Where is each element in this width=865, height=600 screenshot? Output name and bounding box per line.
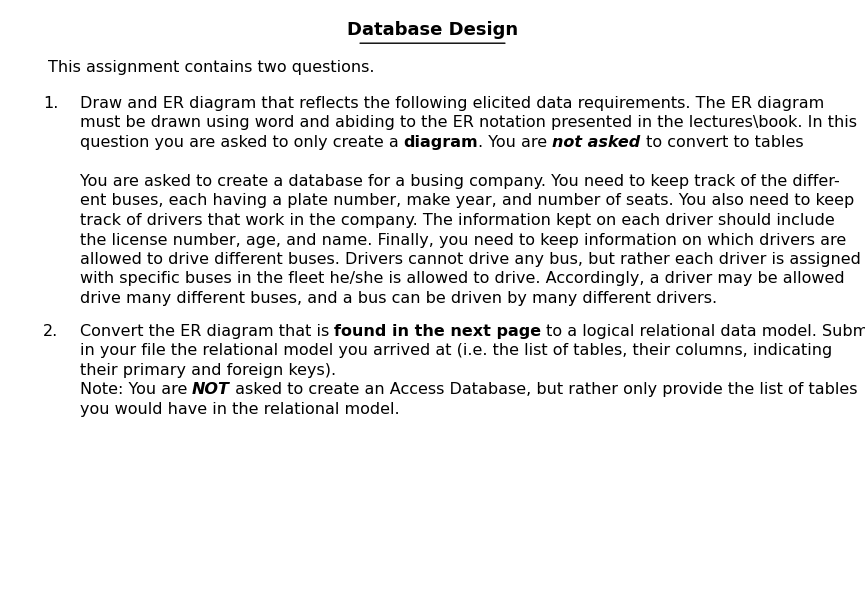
Text: allowed to drive different buses. Drivers cannot drive any bus, but rather each : allowed to drive different buses. Driver… xyxy=(80,252,861,267)
Text: must be drawn using word and abiding to the ER notation presented in the lecture: must be drawn using word and abiding to … xyxy=(80,115,856,130)
Text: 2.: 2. xyxy=(43,324,59,338)
Text: diagram: diagram xyxy=(403,135,478,150)
Text: found in the next page: found in the next page xyxy=(334,324,541,338)
Text: their primary and foreign keys).: their primary and foreign keys). xyxy=(80,362,336,378)
Text: the license number, age, and name. Finally, you need to keep information on whic: the license number, age, and name. Final… xyxy=(80,233,846,248)
Text: Convert the ER diagram that is: Convert the ER diagram that is xyxy=(80,324,334,338)
Text: ent buses, each having a plate number, make year, and number of seats. You also : ent buses, each having a plate number, m… xyxy=(80,193,854,208)
Text: This assignment contains two questions.: This assignment contains two questions. xyxy=(48,60,374,75)
Text: Draw and ER diagram that reflects the following elicited data requirements. The : Draw and ER diagram that reflects the fo… xyxy=(80,96,823,111)
Text: not asked: not asked xyxy=(553,135,641,150)
Text: Note: You are: Note: You are xyxy=(80,382,192,397)
Text: with specific buses in the fleet he/she is allowed to drive. Accordingly, a driv: with specific buses in the fleet he/she … xyxy=(80,271,844,286)
Text: drive many different buses, and a bus can be driven by many different drivers.: drive many different buses, and a bus ca… xyxy=(80,291,717,306)
Text: to a logical relational data model. Submit: to a logical relational data model. Subm… xyxy=(541,324,865,338)
Text: Database Design: Database Design xyxy=(347,21,518,39)
Text: track of drivers that work in the company. The information kept on each driver s: track of drivers that work in the compan… xyxy=(80,213,835,228)
Text: in your file the relational model you arrived at (i.e. the list of tables, their: in your file the relational model you ar… xyxy=(80,343,832,358)
Text: NOT: NOT xyxy=(192,382,230,397)
Text: you would have in the relational model.: you would have in the relational model. xyxy=(80,402,400,417)
Text: asked to create an Access Database, but rather only provide the list of tables: asked to create an Access Database, but … xyxy=(230,382,857,397)
Text: You are asked to create a database for a busing company. You need to keep track : You are asked to create a database for a… xyxy=(80,174,839,189)
Text: to convert to tables: to convert to tables xyxy=(641,135,804,150)
Text: . You are: . You are xyxy=(478,135,553,150)
Text: question you are asked to only create a: question you are asked to only create a xyxy=(80,135,403,150)
Text: 1.: 1. xyxy=(43,96,59,111)
